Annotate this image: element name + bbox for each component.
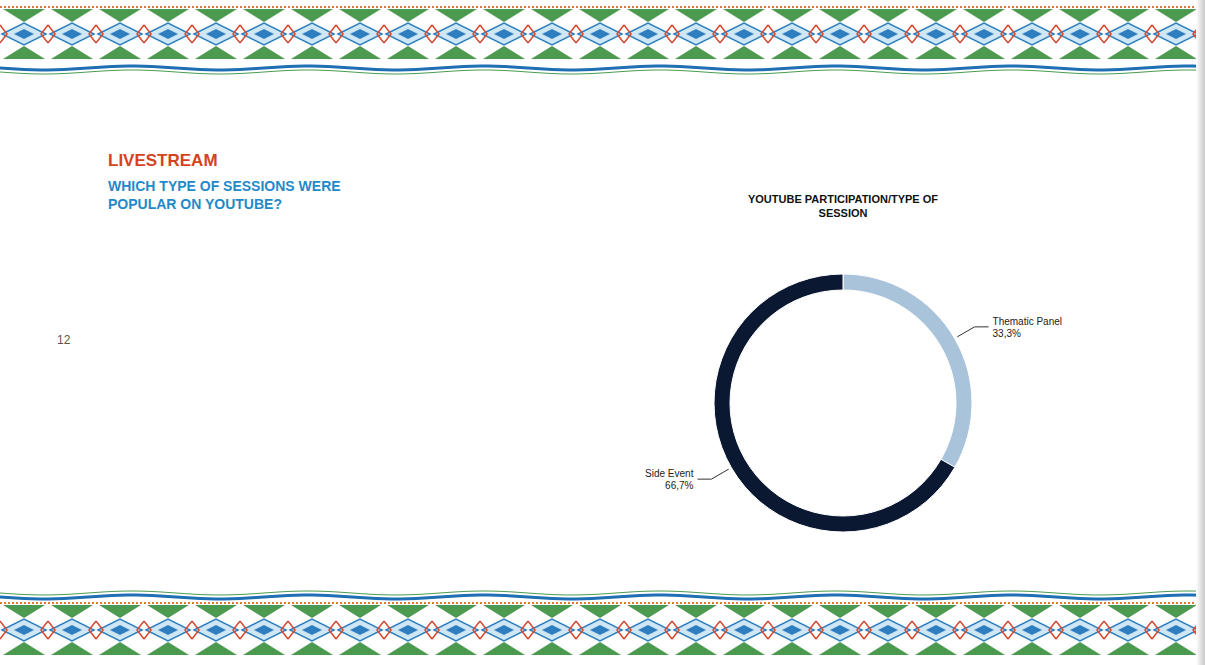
border-wave xyxy=(0,70,1200,74)
leader-line xyxy=(957,327,988,337)
heading: WHICH TYPE OF SESSIONS WERE POPULAR ON Y… xyxy=(108,177,370,213)
border-top xyxy=(0,6,1205,62)
slice-category: Side Event xyxy=(645,468,694,479)
border-wave xyxy=(0,595,1200,599)
slice xyxy=(843,274,972,467)
chart-title: YOUTUBE PARTICIPATION/TYPE OF SESSION xyxy=(728,192,958,220)
border-wave xyxy=(0,591,1200,595)
slice-category: Thematic Panel xyxy=(993,316,1062,327)
page-number: 12 xyxy=(57,333,71,347)
border-wave xyxy=(0,66,1200,70)
section-title: LIVESTREAM xyxy=(108,151,218,170)
border-bottom xyxy=(0,602,1205,658)
slices xyxy=(714,274,972,532)
page: {"page": {"section": "LIVESTREAM", "head… xyxy=(0,0,1205,665)
slice xyxy=(714,274,955,532)
slice-value: 66,7% xyxy=(665,480,693,491)
canvas: LIVESTREAM 12 Thematic Panel33,3% Side Even… xyxy=(0,0,1205,665)
page-shadow xyxy=(1196,0,1205,665)
slice-value: 33,3% xyxy=(993,328,1021,339)
leader-line xyxy=(697,469,728,479)
slice-labels: Thematic Panel33,3% Side Event66,7% xyxy=(645,316,1062,491)
